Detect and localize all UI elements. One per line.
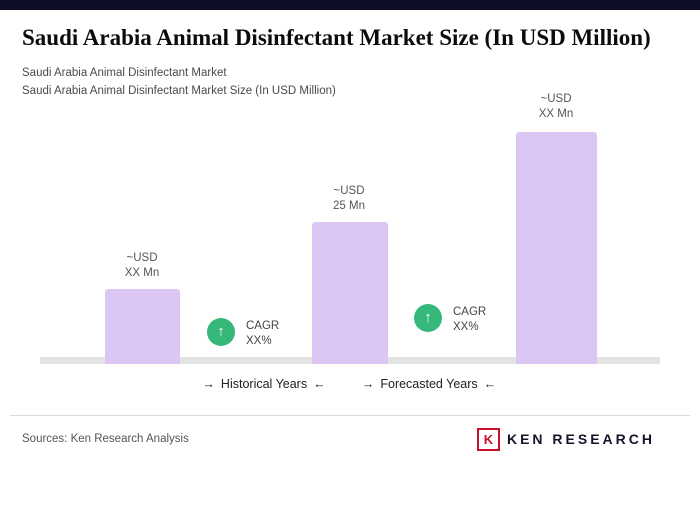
page-title: Saudi Arabia Animal Disinfectant Market … xyxy=(22,25,651,50)
axis-label-forecasted-years: → Forecasted Years ← xyxy=(356,377,502,391)
growth-up-arrow-icon: ↑ xyxy=(207,317,235,346)
left-arrow-icon: ← xyxy=(313,376,326,391)
footer-divider xyxy=(10,414,690,416)
chart-subtitle-1: Saudi Arabia Animal Disinfectant Market xyxy=(22,67,227,80)
bar-value-label-3: ~USD XX Mn xyxy=(496,92,616,122)
cagr-badge-1-line1: CAGR xyxy=(246,319,280,332)
bar-value-label-2-line1: ~USD xyxy=(333,184,365,197)
bar-base-year xyxy=(312,221,388,364)
bar-value-label-3-line1: ~USD xyxy=(540,92,572,105)
bar-value-label-1: ~USD XX Mn xyxy=(82,251,202,281)
ken-research-logo: K KEN RESEARCH xyxy=(476,427,655,451)
report-page: Saudi Arabia Animal Disinfectant Market … xyxy=(0,0,700,451)
bar-historical xyxy=(105,288,180,364)
right-arrow-icon: → xyxy=(361,376,375,391)
sources-note: Sources: Ken Research Analysis xyxy=(22,433,189,446)
bar-value-label-3-line2: XX Mn xyxy=(538,107,574,120)
chart-subtitles: Saudi Arabia Animal Disinfectant Market … xyxy=(0,65,700,101)
bar-chart: ~USD XX Mn ↑ CAGR XX% ~USD 25 Mn ↑ CAGR … xyxy=(0,93,700,401)
ken-research-logo-text: KEN RESEARCH xyxy=(506,431,655,448)
axis-label-forecasted-years-text: Forecasted Years xyxy=(380,376,478,391)
footer: Sources: Ken Research Analysis K KEN RES… xyxy=(0,416,700,451)
cagr-badge-2-line1: CAGR xyxy=(453,305,487,318)
left-arrow-icon: ← xyxy=(483,376,497,391)
cagr-badge-2: ↑ CAGR XX% xyxy=(414,303,486,335)
axis-label-historical-years-text: Historical Years xyxy=(220,376,308,391)
right-arrow-icon: → xyxy=(202,376,215,391)
bar-value-label-1-line2: XX Mn xyxy=(124,266,160,279)
top-accent-bar xyxy=(0,0,700,10)
growth-up-arrow-icon: ↑ xyxy=(414,303,442,332)
cagr-badge-2-text: CAGR XX% xyxy=(453,304,486,335)
bar-value-label-1-line1: ~USD xyxy=(126,251,158,264)
cagr-badge-2-line2: XX% xyxy=(453,320,479,333)
ken-research-logo-icon: K xyxy=(476,427,500,451)
axis-label-historical-years: → Historical Years ← xyxy=(196,377,331,391)
cagr-badge-1-text: CAGR XX% xyxy=(246,318,279,349)
bar-value-label-2-line2: 25 Mn xyxy=(333,199,365,212)
bar-forecast xyxy=(516,131,597,364)
cagr-badge-1-line2: XX% xyxy=(246,334,272,347)
bar-value-label-2: ~USD 25 Mn xyxy=(289,184,409,214)
chart-subtitle-2: Saudi Arabia Animal Disinfectant Market … xyxy=(22,84,336,97)
cagr-badge-1: ↑ CAGR XX% xyxy=(207,317,279,349)
